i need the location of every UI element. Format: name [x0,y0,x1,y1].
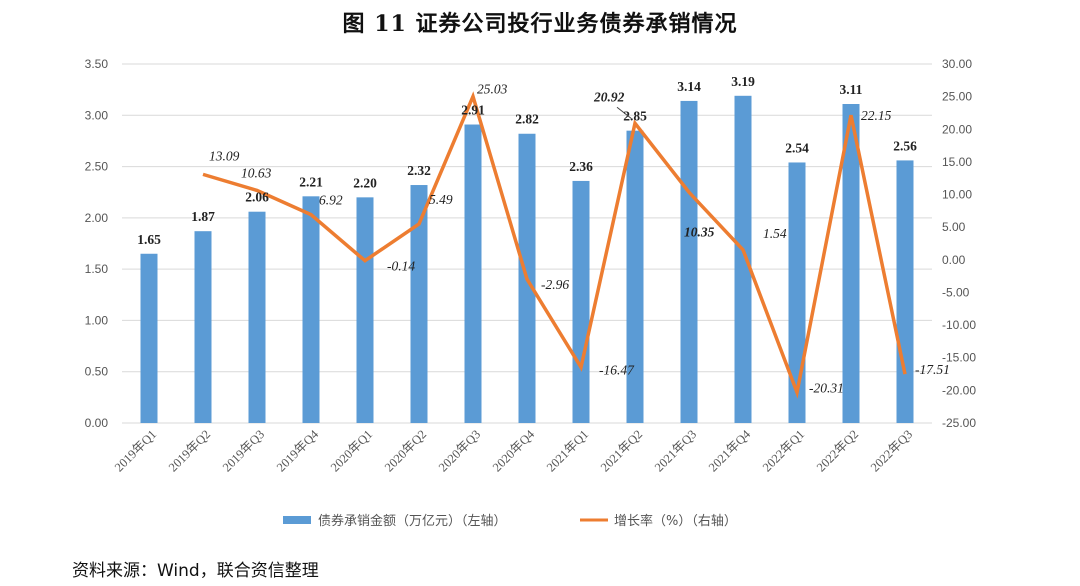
x-tick-label: 2021年Q4 [706,427,754,475]
bar-value-label: 2.36 [569,159,593,174]
line-value-label: 5.49 [429,192,453,207]
right-tick-label: 10.00 [942,188,972,202]
line-value-label: -0.14 [387,259,415,274]
legend-bar-label: 债券承销金额（万亿元）（左轴） [318,513,507,529]
line-value-label: -16.47 [599,362,635,377]
x-axis: 2019年Q1 2019年Q2 2019年Q3 2019年Q4 2020年Q1 2020年… [112,427,915,475]
right-tick-label: -5.00 [942,285,970,299]
chart-title: 图 11 证券公司投行业务债券承销情况 [342,11,738,37]
x-tick-label: 2021年Q2 [598,427,645,474]
right-tick-label: 25.00 [942,90,972,104]
left-tick-label: 1.50 [85,262,109,276]
bar-value-label: 3.11 [840,82,863,97]
bar-value-label: 2.20 [353,175,377,190]
x-tick-label: 2021年Q3 [652,427,699,474]
bar-value-label: 2.85 [623,109,647,124]
left-tick-label: 2.00 [85,211,109,225]
bar [140,253,158,423]
bar-value-label: 2.21 [299,174,323,189]
right-tick-label: 20.00 [942,122,972,136]
right-tick-label: -10.00 [942,318,976,332]
bar [626,130,644,423]
line-value-label: 13.09 [209,148,240,163]
right-tick-label: -25.00 [942,416,976,430]
x-tick-label: 2020年Q1 [328,427,375,474]
line-value-label: 20.92 [593,89,625,104]
legend: 债券承销金额（万亿元）（左轴） 增长率（%）（右轴） [283,513,737,529]
label-leader-line [616,106,632,119]
line-value-label: -17.51 [915,362,950,377]
line-value-label: -20.31 [809,380,844,395]
bar-value-label: 2.56 [893,138,917,153]
right-tick-label: 5.00 [942,220,966,234]
bar-value-label: 2.06 [245,190,269,205]
line-value-label: 10.35 [684,224,715,239]
x-tick-label: 2019年Q4 [274,427,322,475]
bar-value-label: 1.65 [137,232,161,247]
source-note: 资料来源：Wind，联合资信整理 [72,561,319,581]
bar [896,160,914,423]
left-tick-label: 1.00 [85,313,109,327]
bar [464,124,482,423]
right-tick-label: 30.00 [942,57,972,71]
left-tick-label: 0.50 [85,365,109,379]
bar-value-label: 3.19 [731,74,755,89]
x-tick-label: 2020年Q3 [436,427,483,474]
line-value-label: 25.03 [477,81,508,96]
bar [680,100,698,423]
x-tick-label: 2020年Q2 [382,427,429,474]
bar-value-label: 3.14 [677,79,701,94]
x-tick-label: 2022年Q2 [814,427,861,474]
bar [248,211,266,423]
bar [302,196,320,423]
right-tick-label: 0.00 [942,253,966,267]
legend-bar-swatch [283,516,311,524]
bar [410,185,428,423]
right-tick-label: -15.00 [942,351,976,365]
bar [356,197,374,423]
x-tick-label: 2020年Q4 [490,427,538,475]
line-value-label: -2.96 [541,277,569,292]
left-tick-label: 3.00 [85,108,109,122]
line-series [202,91,907,399]
line-value-label: 6.92 [319,193,343,208]
bar [734,95,752,423]
bar-data-labels: 1.65 1.87 2.06 2.21 2.20 2.32 2.91 2.82 2.36 2.85… [137,74,917,247]
left-tick-label: 3.50 [85,57,109,71]
bar [842,104,860,423]
left-axis: 0.00 0.50 1.00 1.50 2.00 2.50 3.00 3.50 [85,57,109,430]
bar [572,180,590,423]
x-tick-label: 2019年Q2 [166,427,213,474]
x-tick-label: 2022年Q1 [760,427,807,474]
bar-value-label: 2.32 [407,163,431,178]
bar-value-label: 2.54 [785,140,809,155]
bar-value-label: 2.82 [515,112,539,127]
line-value-label: 10.63 [241,165,272,180]
right-axis: -25.00 -20.00 -15.00 -10.00 -5.00 0.00 5.00 10.… [942,57,976,430]
bar-value-label: 1.87 [191,209,215,224]
x-tick-label: 2019年Q3 [220,427,267,474]
x-tick-label: 2021年Q1 [544,427,591,474]
growth-rate-line [202,91,907,399]
bar [194,231,212,423]
x-tick-label: 2022年Q3 [868,427,915,474]
left-tick-label: 2.50 [85,160,109,174]
bar [788,162,806,423]
x-tick-label: 2019年Q1 [112,427,159,474]
line-value-label: 22.15 [861,108,892,123]
bar-value-label: 2.91 [461,103,485,118]
right-tick-label: 15.00 [942,155,972,169]
right-tick-label: -20.00 [942,383,976,397]
legend-line-label: 增长率（%）（右轴） [614,513,737,529]
line-value-label: 1.54 [763,226,787,241]
left-tick-label: 0.00 [85,416,109,430]
